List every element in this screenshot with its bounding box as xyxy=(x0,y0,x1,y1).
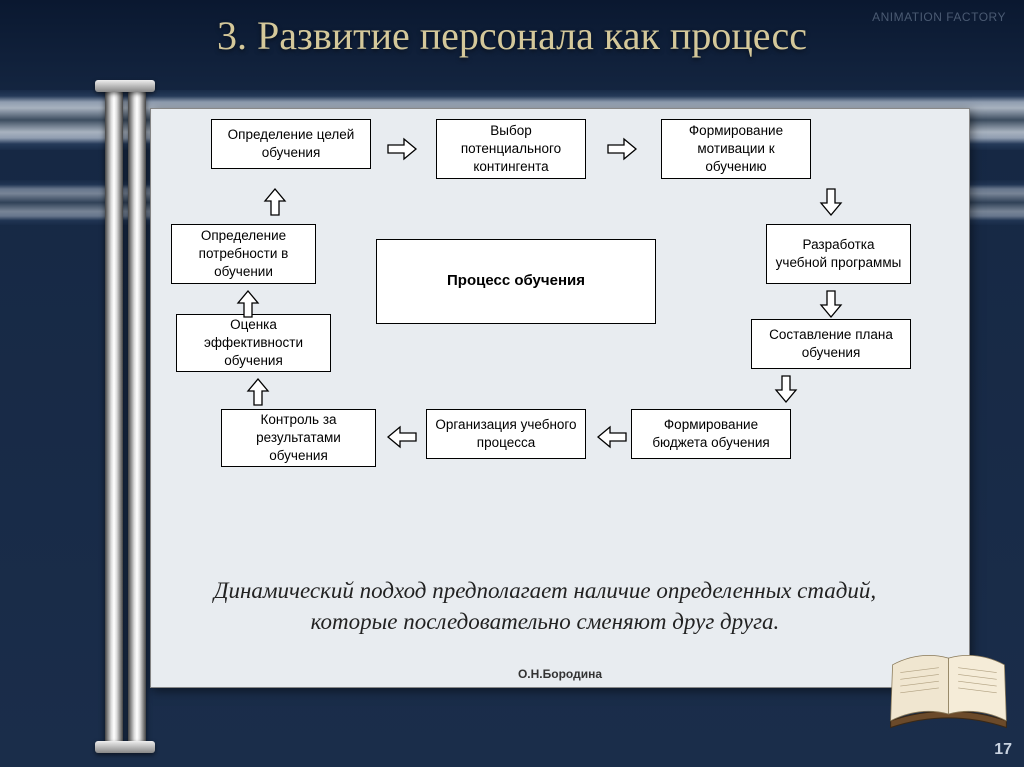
slide-title: 3. Развитие персонала как процесс xyxy=(0,12,1024,59)
flow-node: Выбор потенциального контингента xyxy=(436,119,586,179)
flow-arrow xyxy=(236,289,260,324)
caption-lead: Динамический подход xyxy=(214,578,427,603)
content-panel: Определение целей обучения Выбор потенциа… xyxy=(150,108,970,688)
flow-node: Определение целей обучения xyxy=(211,119,371,169)
flow-node: Процесс обучения xyxy=(376,239,656,324)
decor-pillar xyxy=(105,88,123,747)
caption-text: Динамический подход предполагает наличие… xyxy=(181,575,909,637)
flow-node: Разработка учебной программы xyxy=(766,224,911,284)
flow-arrow xyxy=(774,374,798,409)
decor-pillar-cap xyxy=(95,80,155,92)
flow-arrow xyxy=(596,425,628,454)
flow-arrow xyxy=(819,187,843,222)
flow-arrow xyxy=(606,137,638,166)
flow-arrow xyxy=(386,425,418,454)
page-number: 17 xyxy=(994,741,1012,759)
flow-arrow xyxy=(263,187,287,222)
flow-arrow xyxy=(246,377,270,412)
decor-pillar-cap xyxy=(95,741,155,753)
author-text: О.Н.Бородина xyxy=(151,667,969,681)
flow-node: Определение потребности в обучении xyxy=(171,224,316,284)
flow-node: Составление плана обучения xyxy=(751,319,911,369)
flow-node: Организация учебного процесса xyxy=(426,409,586,459)
decor-pillar xyxy=(128,88,146,747)
book-icon xyxy=(881,637,1016,737)
flow-node: Контроль за результатами обучения xyxy=(221,409,376,467)
flow-arrow xyxy=(819,289,843,324)
flow-arrow xyxy=(386,137,418,166)
flow-node: Формирование мотивации к обучению xyxy=(661,119,811,179)
flow-node: Формирование бюджета обучения xyxy=(631,409,791,459)
flowchart-area: Определение целей обучения Выбор потенциа… xyxy=(151,109,969,529)
